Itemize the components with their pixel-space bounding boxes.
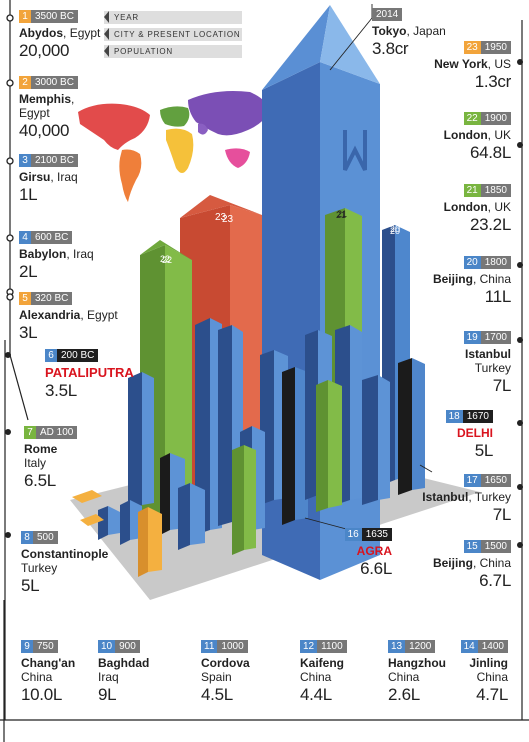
entry-12: 12 1100 Kaifeng China 4.4L — [300, 640, 347, 703]
entry-2: 2 3000 BC Memphis, Egypt 40,000 — [19, 76, 78, 139]
entry-20: 20 1800 Beijing, China 11L — [432, 256, 511, 306]
svg-text:21: 21 — [336, 210, 346, 220]
timeline-ticks — [5, 59, 523, 548]
entry-3: 3 2100 BC Girsu, Iraq 1L — [19, 154, 78, 204]
legend-city: CITY & PRESENT LOCATION — [104, 28, 242, 41]
entry-7: 7 AD 100 Rome Italy 6.5L — [24, 426, 78, 489]
entry-15: 15 1500 Beijing, China 6.7L — [432, 540, 511, 590]
entry-10: 10 900 Baghdad Iraq 9L — [98, 640, 150, 704]
entry-8: 8 500 Constantinople Turkey 5L — [21, 531, 109, 595]
entry-18: 18 1670 DELHI 5L — [445, 410, 493, 459]
svg-text:23: 23 — [222, 214, 234, 225]
building-label-20: 20 — [390, 224, 401, 234]
building-label-21: 21 — [337, 209, 348, 219]
entry-21: 21 1850 London, UK 23.2L — [443, 184, 511, 234]
entry-16: 16 1635 AGRA 6.6L — [344, 528, 392, 577]
entry-1: 1 3500 BC Abydos, Egypt 20,000 — [19, 10, 101, 60]
entry-6: 6 200 BC PATALIPUTRA 3.5L — [45, 349, 134, 400]
svg-text:22: 22 — [160, 254, 170, 264]
entry-14: 14 1400 Jinling China 4.7L — [460, 640, 508, 703]
entry-tokyo: 2014 Tokyo, Japan 3.8cr — [372, 8, 446, 58]
entry-22: 22 1900 London, UK 64.8L — [443, 112, 511, 162]
legend-year: YEAR — [104, 11, 242, 24]
entry-9: 9 750 Chang'an China 10.0L — [21, 640, 76, 704]
small-buildings — [72, 318, 425, 577]
building-label-23: 23 — [215, 212, 227, 223]
entry-19: 19 1700 Istanbul Turkey 7L — [463, 331, 511, 395]
entry-4: 4 600 BC Babylon, Iraq 2L — [19, 231, 94, 281]
entry-5: 5 320 BC Alexandria, Egypt 3L — [19, 292, 118, 342]
legend-population: POPULATION — [104, 45, 242, 58]
building-label-22: 22 — [162, 255, 173, 265]
entry-17: 17 1650 Istanbul, Turkey 7L — [422, 474, 511, 524]
svg-text:20: 20 — [390, 226, 400, 236]
world-map — [78, 91, 270, 202]
entry-23: 23 1950 New York, US 1.3cr — [434, 41, 511, 91]
entry-13: 13 1200 Hangzhou China 2.6L — [388, 640, 446, 704]
entry-11: 11 1000 Cordova Spain 4.5L — [201, 640, 250, 704]
timeline-dots — [6, 14, 14, 301]
connector-lines — [304, 4, 433, 531]
